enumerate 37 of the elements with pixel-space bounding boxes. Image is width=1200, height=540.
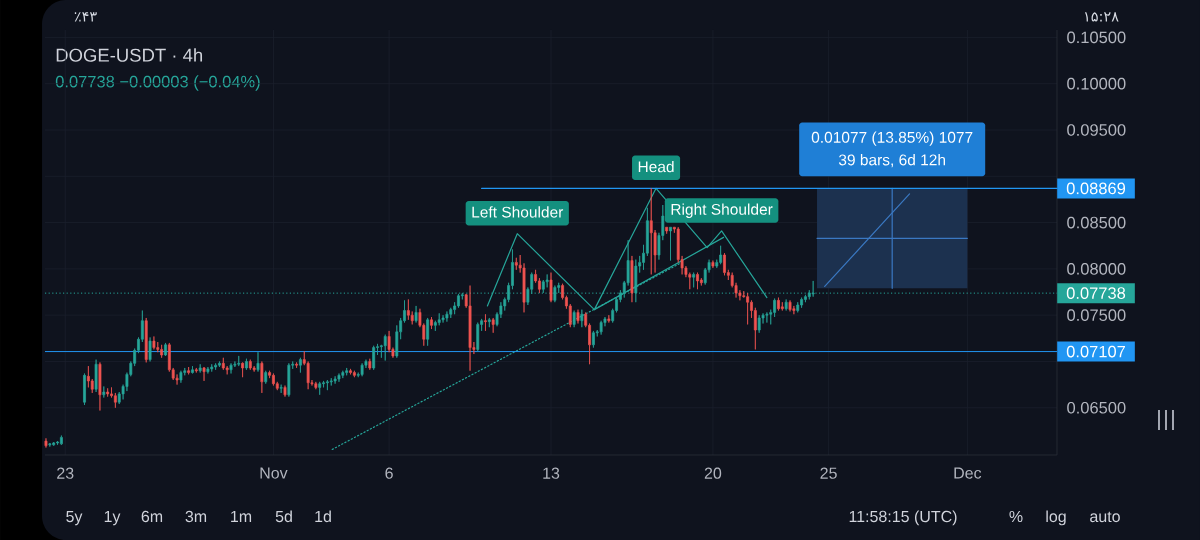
text: ۱۵:۲۸ [1084, 12, 1119, 22]
text: DOGE-USDT · 4h [56, 48, 203, 62]
text: 5d [275, 510, 292, 523]
text: % [1009, 510, 1023, 523]
text: 11:58:15 (UTC) [849, 510, 957, 526]
x-tick-label: 20 [704, 467, 722, 479]
y-tick-label: 0.10500 [1067, 31, 1126, 44]
annotation: Head [638, 160, 674, 173]
y-tick-label: 0.08000 [1067, 263, 1126, 275]
x-tick-label: 6 [385, 467, 393, 479]
text: 5y [66, 510, 83, 526]
annotation: 0.01077 (13.85%) 1077 [811, 131, 973, 146]
text: 1y [104, 510, 121, 526]
annotation: Left Shoulder [472, 206, 564, 218]
text: 1m [231, 510, 252, 522]
ref-line-label: 0.07738 [1066, 287, 1126, 299]
x-tick-label: 23 [57, 467, 74, 479]
text: 3m [185, 510, 207, 523]
text: auto [1090, 511, 1120, 523]
y-tick-label: 0.08500 [1067, 216, 1126, 229]
text: 0.07738 −0.00003 (−0.04%) [55, 75, 260, 91]
ref-line-label: 0.07107 [1066, 345, 1125, 358]
y-tick-label: 0.06500 [1067, 401, 1126, 414]
annotation: 39 bars, 6d 12h [838, 154, 946, 168]
text: ٪۴۳ [74, 12, 97, 22]
text: 1d [315, 510, 331, 523]
y-tick-label: 0.09500 [1067, 124, 1126, 136]
text: 6m [141, 510, 163, 523]
x-tick-label: Nov [260, 467, 288, 479]
x-tick-label: Dec [954, 467, 982, 479]
x-tick-label: 13 [543, 467, 560, 479]
y-tick-label: 0.10000 [1067, 77, 1126, 90]
data-label: 0.08869 [1066, 182, 1126, 195]
text: log [1046, 510, 1066, 526]
annotation: Right Shoulder [671, 203, 773, 218]
y-tick-label: 0.07500 [1067, 309, 1126, 322]
x-tick-label: 25 [820, 467, 837, 479]
